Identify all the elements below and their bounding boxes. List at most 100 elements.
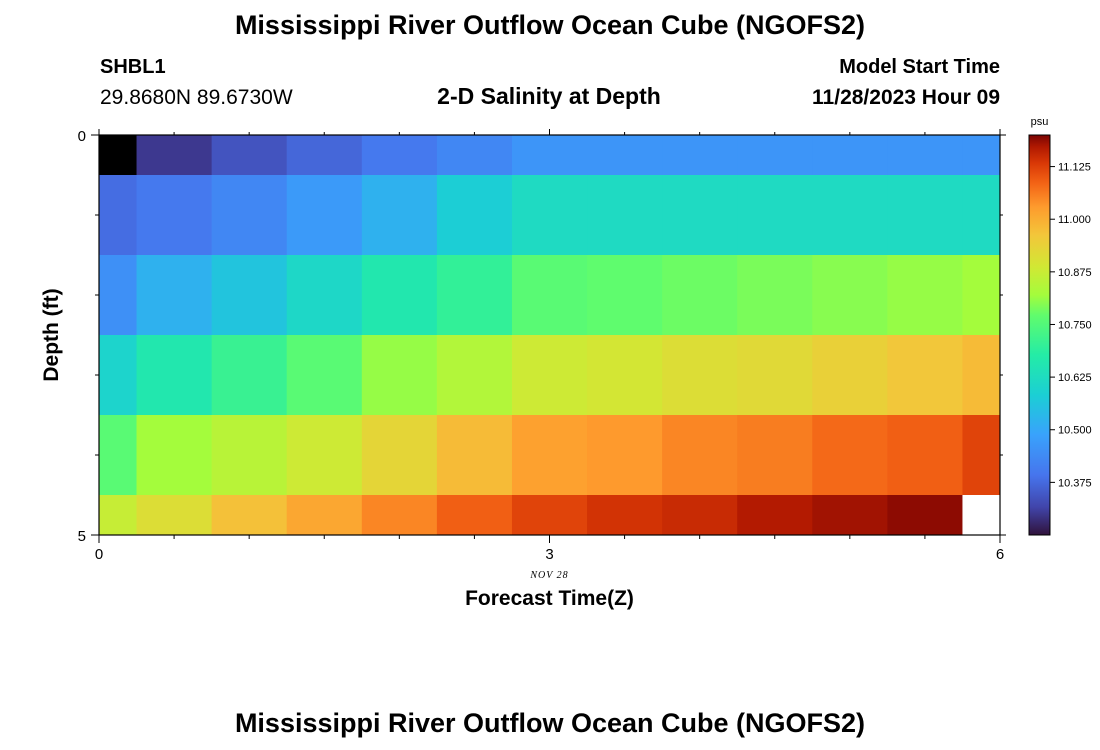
heatmap-cell (136, 135, 213, 176)
heatmap-cell (887, 135, 963, 176)
y-tick-label: 0 (78, 128, 86, 145)
station-coordinates: 29.8680N 89.6730W (100, 86, 293, 109)
heatmap-cell (436, 495, 513, 536)
heatmap-cell (99, 415, 138, 496)
model-start-label: Model Start Time (839, 56, 1000, 78)
y-tick-label: 5 (78, 528, 86, 545)
colorbar-tick-label: 11.000 (1058, 214, 1091, 226)
heatmap-cell (962, 415, 1001, 496)
heatmap-cell (511, 255, 588, 336)
heatmap-cell (99, 255, 138, 336)
heatmap-cell (136, 255, 213, 336)
colorbar-gradient (1028, 134, 1051, 536)
heatmap-cell (361, 175, 438, 256)
heatmap-cell (812, 135, 888, 176)
axis-ticks: 0 3 605 (78, 128, 1006, 563)
heatmap-cell (737, 415, 813, 496)
heatmap-cell (511, 135, 588, 176)
heatmap-cell (887, 495, 963, 536)
heatmap-cell (812, 415, 888, 496)
heatmap-cell (361, 255, 438, 336)
heatmap-cell (286, 175, 363, 256)
heatmap-cell (662, 495, 738, 536)
heatmap-cell (962, 135, 1001, 176)
heatmap-cell (286, 335, 363, 416)
y-axis-label: Depth (ft) (40, 288, 63, 381)
heatmap-cell (99, 335, 138, 416)
heatmap-cell (511, 175, 588, 256)
heatmap-cell (587, 415, 663, 496)
heatmap-cell (812, 255, 888, 336)
heatmap-cell (737, 335, 813, 416)
x-axis-label: Forecast Time(Z) (465, 587, 634, 610)
colorbar-ticks: 10.375 10.500 10.625 10.750 10.875 11.000 11.1… (1050, 162, 1092, 489)
heatmap-cell (662, 335, 738, 416)
heatmap-cell (962, 335, 1001, 416)
heatmap-cell (587, 255, 663, 336)
heatmap-cell (812, 335, 888, 416)
heatmap-cell (361, 495, 438, 536)
heatmap-cell (662, 135, 738, 176)
heatmap-cell (887, 175, 963, 256)
heatmap-cell (361, 335, 438, 416)
heatmap-cell (136, 415, 213, 496)
heatmap-cell (286, 255, 363, 336)
heatmap-cell (361, 135, 438, 176)
heatmap-cell (812, 175, 888, 256)
heatmap-cell (136, 175, 213, 256)
station-id: SHBL1 (100, 56, 166, 78)
heatmap-cell (662, 255, 738, 336)
heatmap-cell (962, 255, 1001, 336)
heatmap-cell (436, 335, 513, 416)
heatmap-cell (286, 415, 363, 496)
heatmap-cell (286, 135, 363, 176)
heatmap-cell (887, 415, 963, 496)
heatmap-cell (737, 495, 813, 536)
heatmap-cell (887, 255, 963, 336)
heatmap-cell (361, 415, 438, 496)
footer-title: Mississippi River Outflow Ocean Cube (NG… (234, 708, 866, 738)
heatmap-cell (286, 495, 363, 536)
heatmap-cell (511, 335, 588, 416)
heatmap-cell (511, 495, 588, 536)
heatmap-cell (737, 175, 813, 256)
colorbar-tick-label: 10.500 (1058, 425, 1092, 437)
heatmap-cell (436, 175, 513, 256)
heatmap-cell (436, 135, 513, 176)
heatmap-cell (737, 135, 813, 176)
heatmap-cell (587, 335, 663, 416)
heatmap-cell (662, 175, 738, 256)
heatmap-cell (136, 335, 213, 416)
x-date-label: NOV 28 (529, 570, 568, 581)
colorbar-tick-label: 11.125 (1058, 162, 1091, 174)
heatmap-cell (887, 335, 963, 416)
heatmap-cell (587, 495, 663, 536)
heatmap-cells (99, 135, 1001, 536)
heatmap-cell (211, 335, 288, 416)
heatmap-cell (962, 175, 1001, 256)
heatmap-cell (211, 255, 288, 336)
heatmap-cell (211, 175, 288, 256)
heatmap-cell (211, 135, 288, 176)
heatmap-cell (587, 175, 663, 256)
heatmap-cell (211, 495, 288, 536)
heatmap-cell (136, 495, 213, 536)
salinity-heatmap-chart: 0 3 605 Forecast Time(Z) Depth (ft) NOV 28… (40, 116, 1092, 610)
heatmap-cell (962, 495, 1001, 536)
colorbar-tick-label: 10.375 (1058, 477, 1092, 489)
heatmap-cell (99, 135, 138, 176)
colorbar: psu 10.375 10.500 10.625 10.750 10.875 11.000… (1028, 116, 1092, 536)
heatmap-cell (436, 415, 513, 496)
x-tick-label: 6 (996, 546, 1004, 563)
heatmap-cell (99, 175, 138, 256)
x-tick-label: 3 (545, 546, 553, 563)
heatmap-cell (211, 415, 288, 496)
heatmap-cell (812, 495, 888, 536)
heatmap-cell (511, 415, 588, 496)
colorbar-unit: psu (1031, 116, 1049, 128)
colorbar-tick-label: 10.625 (1058, 372, 1092, 384)
chart-title: Mississippi River Outflow Ocean Cube (NG… (234, 10, 866, 40)
heatmap-cell (737, 255, 813, 336)
colorbar-tick-label: 10.750 (1058, 319, 1092, 331)
heatmap-cell (436, 255, 513, 336)
